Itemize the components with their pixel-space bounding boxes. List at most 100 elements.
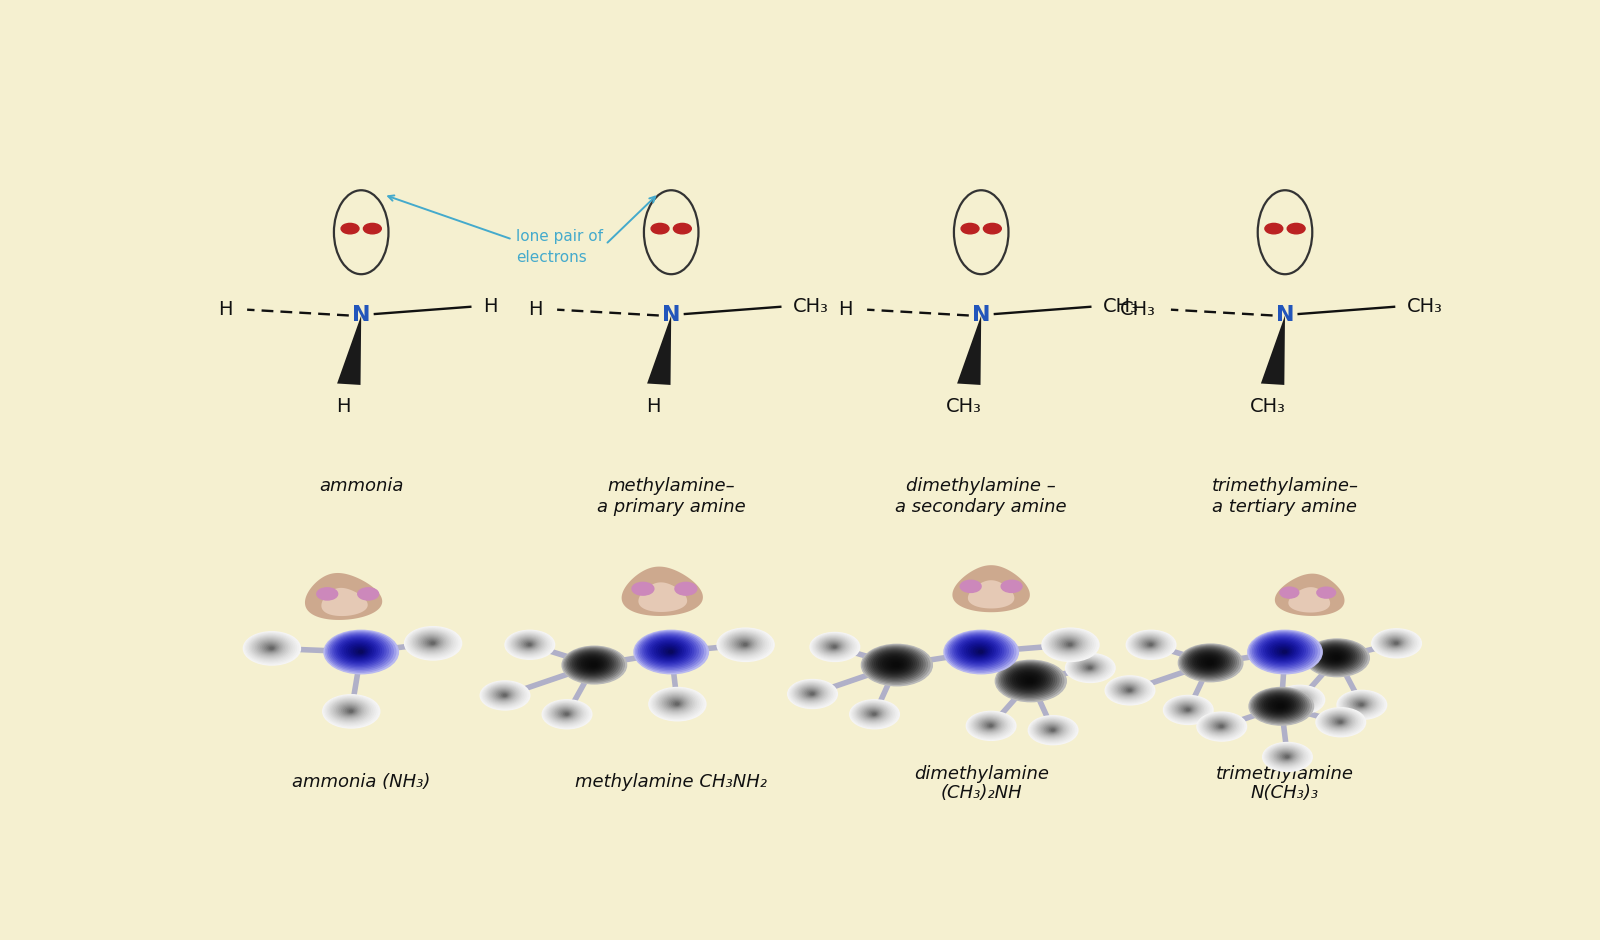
- Circle shape: [885, 658, 904, 669]
- Circle shape: [493, 688, 514, 701]
- Circle shape: [869, 712, 878, 716]
- Circle shape: [661, 695, 690, 712]
- Text: H: H: [218, 300, 232, 320]
- Circle shape: [1078, 662, 1098, 673]
- Circle shape: [1264, 744, 1309, 770]
- Circle shape: [851, 701, 896, 727]
- Circle shape: [795, 683, 827, 703]
- Circle shape: [1126, 631, 1176, 659]
- Text: dimethylamine –: dimethylamine –: [906, 477, 1056, 494]
- Circle shape: [565, 648, 622, 682]
- Circle shape: [856, 703, 891, 724]
- Circle shape: [485, 683, 523, 706]
- Circle shape: [506, 631, 554, 658]
- Circle shape: [1270, 700, 1288, 711]
- Circle shape: [424, 637, 440, 647]
- Circle shape: [806, 690, 818, 697]
- Circle shape: [669, 650, 672, 653]
- Circle shape: [946, 631, 1016, 672]
- Circle shape: [1048, 632, 1090, 656]
- Circle shape: [501, 694, 507, 697]
- Circle shape: [1050, 633, 1088, 655]
- Circle shape: [1184, 648, 1234, 677]
- Circle shape: [1045, 726, 1059, 733]
- Circle shape: [1280, 688, 1317, 710]
- Circle shape: [267, 646, 274, 650]
- Circle shape: [874, 713, 875, 714]
- Circle shape: [960, 580, 981, 592]
- Circle shape: [1189, 650, 1229, 673]
- Circle shape: [1203, 716, 1237, 735]
- Circle shape: [1269, 746, 1302, 766]
- Circle shape: [1046, 631, 1093, 658]
- Circle shape: [862, 707, 883, 720]
- Circle shape: [248, 634, 293, 661]
- Circle shape: [966, 644, 992, 658]
- Circle shape: [1179, 704, 1195, 713]
- Circle shape: [813, 634, 854, 658]
- Circle shape: [1139, 638, 1158, 650]
- Circle shape: [1026, 678, 1034, 682]
- Circle shape: [1374, 630, 1418, 656]
- Circle shape: [1379, 634, 1410, 651]
- Circle shape: [323, 631, 398, 674]
- Text: H: H: [838, 300, 853, 320]
- Circle shape: [864, 646, 928, 682]
- Circle shape: [1277, 750, 1296, 761]
- Circle shape: [1002, 580, 1022, 592]
- Circle shape: [486, 685, 520, 704]
- Circle shape: [978, 717, 1002, 732]
- Circle shape: [1280, 688, 1318, 711]
- Circle shape: [1181, 706, 1192, 713]
- Circle shape: [640, 634, 698, 667]
- Circle shape: [1203, 659, 1214, 666]
- Circle shape: [1163, 696, 1213, 725]
- Circle shape: [659, 694, 691, 713]
- Circle shape: [1278, 752, 1293, 760]
- Circle shape: [333, 635, 386, 666]
- Circle shape: [1334, 656, 1338, 659]
- Circle shape: [256, 639, 285, 655]
- Circle shape: [1218, 725, 1224, 728]
- Circle shape: [563, 713, 570, 715]
- Circle shape: [880, 655, 909, 672]
- Circle shape: [1179, 705, 1194, 713]
- Circle shape: [966, 712, 1016, 741]
- Circle shape: [1320, 711, 1358, 733]
- Circle shape: [328, 697, 373, 724]
- Circle shape: [1315, 708, 1366, 737]
- Circle shape: [1128, 632, 1173, 657]
- Circle shape: [950, 634, 1008, 667]
- Circle shape: [1278, 687, 1320, 712]
- Circle shape: [866, 710, 880, 717]
- Circle shape: [1221, 726, 1222, 728]
- Circle shape: [1318, 710, 1360, 734]
- Circle shape: [1270, 644, 1294, 658]
- Circle shape: [1056, 636, 1082, 651]
- Circle shape: [1290, 694, 1307, 704]
- Circle shape: [568, 650, 618, 679]
- Circle shape: [648, 638, 690, 663]
- Polygon shape: [1288, 588, 1330, 613]
- Circle shape: [496, 690, 512, 699]
- Circle shape: [1029, 715, 1078, 744]
- Circle shape: [1195, 654, 1221, 669]
- Circle shape: [790, 681, 834, 707]
- Circle shape: [658, 693, 693, 713]
- Circle shape: [744, 644, 747, 646]
- Circle shape: [1275, 702, 1285, 709]
- Circle shape: [736, 639, 752, 649]
- Circle shape: [1339, 692, 1384, 717]
- Circle shape: [1322, 650, 1347, 664]
- Text: CH₃: CH₃: [1406, 297, 1442, 316]
- Circle shape: [1021, 675, 1037, 684]
- Circle shape: [1338, 720, 1342, 724]
- FancyArrowPatch shape: [389, 196, 510, 239]
- Circle shape: [427, 640, 437, 646]
- Circle shape: [1110, 679, 1147, 700]
- Circle shape: [334, 702, 363, 718]
- Circle shape: [989, 725, 992, 727]
- Circle shape: [813, 634, 856, 660]
- Circle shape: [853, 701, 894, 726]
- Circle shape: [1392, 640, 1400, 645]
